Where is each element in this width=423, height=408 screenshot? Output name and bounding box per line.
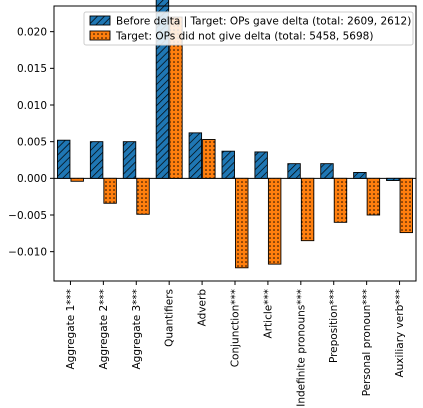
bar-1-5	[188, 132, 203, 179]
bar-1-2	[89, 141, 104, 179]
x-tick-label: Adverb	[197, 289, 209, 327]
y-tick-label: −0.005	[8, 210, 47, 222]
bar-1-8	[287, 163, 301, 179]
bar-2-5	[202, 139, 216, 179]
bar-1-9	[320, 163, 334, 179]
x-tick-label: Aggregate 2***	[98, 289, 110, 370]
bar-2-2	[103, 177, 117, 204]
x-tick-label: Quantifiers	[164, 289, 176, 347]
plot-area: −0.010 −0.005 0.000 0.005 0.010 0.015 0.020 Agg…	[8, 0, 417, 407]
x-tick-label: Auxiliary verb***	[394, 289, 406, 378]
bar-2-11	[399, 177, 413, 234]
y-tick-label: 0.020	[17, 26, 47, 38]
bar-1-10	[353, 172, 367, 179]
x-tick-label: Conjunction***	[230, 289, 242, 367]
x-tick-label: Preposition***	[328, 289, 340, 363]
bar-2-3	[136, 177, 150, 215]
bar-2-10	[366, 177, 381, 216]
y-tick-label: 0.010	[17, 100, 47, 112]
x-tick-label: Aggregate 3***	[131, 289, 143, 370]
bar-1-3	[122, 141, 137, 179]
y-tick-label: 0.015	[17, 63, 47, 75]
legend-label-1: Before delta | Target: OPs gave delta (t…	[116, 16, 411, 28]
x-tick-label: Aggregate 1***	[65, 289, 77, 370]
bar-2-8	[300, 177, 315, 242]
x-tick-label: Personal pronoun***	[361, 289, 373, 396]
legend-swatch-1	[89, 15, 111, 26]
legend-swatch-2	[89, 30, 111, 41]
bar-1-7	[254, 151, 268, 179]
x-tick-label: Indefinite pronouns***	[295, 289, 307, 407]
plot-frame	[53, 5, 417, 282]
legend-box	[83, 11, 414, 46]
y-tick-label: 0.000	[17, 173, 47, 185]
bar-2-7	[267, 177, 282, 265]
bar-1-1	[57, 139, 71, 179]
bar-2-1	[70, 177, 84, 182]
y-tick-label: 0.005	[17, 136, 47, 148]
bar-2-9	[333, 177, 348, 223]
legend-label-2: Target: OPs did not give delta (total: 5…	[115, 31, 373, 43]
bar-2-6	[235, 177, 249, 269]
legend: Before delta | Target: OPs gave delta (t…	[83, 11, 414, 46]
y-tick-label: −0.010	[8, 246, 47, 258]
bar-1-11	[386, 177, 400, 181]
bar-1-6	[221, 150, 235, 179]
x-tick-label: Article***	[262, 289, 274, 338]
